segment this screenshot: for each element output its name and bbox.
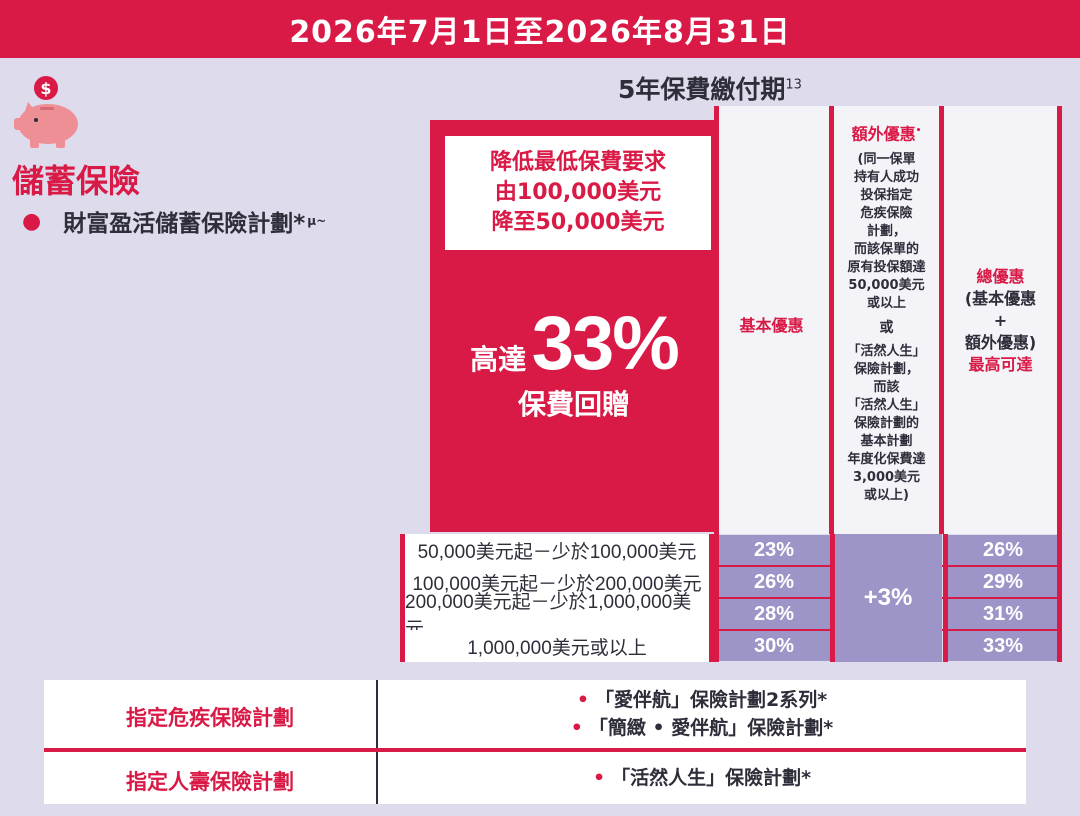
premium-range: 50,000美元起－少於100,000美元 [400,534,714,566]
table-row: 1,000,000美元或以上 30% 33% [400,630,1062,662]
category-title: 儲蓄保險 [12,162,141,200]
big-sub: 保費回贈 [517,388,630,421]
condition-line: 而該保單的 [853,242,919,258]
condition-line: 投保指定 [860,188,913,204]
column-border [830,534,835,662]
column-extra [834,106,944,534]
bullet-icon: ● [22,208,42,234]
extra-title: 額外優惠• [851,124,922,144]
plan-marks: µ~ [307,214,327,228]
basic-header: 基本優惠 [739,316,804,335]
total-rate: 29% [948,567,1058,597]
big-rebate: 高達 33% 保費回贈 [430,300,718,423]
designated-plans-table: 指定危疾保險計劃 • 「愛伴航」保險計劃2系列* • 「簡緻 • 愛伴航」保險計劃*… [44,680,1026,804]
basic-rate: 23% [718,535,830,565]
condition-line: 持有人成功 [853,170,919,186]
condition-line: 或以上 [866,296,906,312]
headline-line3: 降至50,000美元 [491,210,665,235]
condition-line: 「活然人生」 [847,344,926,360]
total-rate: 26% [948,535,1058,565]
basic-rate: 26% [718,567,830,597]
total-rate: 31% [948,599,1058,629]
table-row: 200,000美元起－少於1,000,000美元 28% 31% [400,592,1062,640]
svg-text:$: $ [40,79,51,98]
extra-cond-b: 「活然人生」 保險計劃， 而該 「活然人生」 保險計劃的 基本計劃 年度化保費達 3,000美… [834,343,939,505]
basic-rate: 30% [718,631,830,661]
extra-rate: +3% [834,534,942,662]
total-title: 總優惠 [976,267,1025,286]
column-border [943,534,948,662]
total-rate: 33% [948,631,1058,661]
list-item: • 「愛伴航」保險計劃2系列* [576,689,828,711]
extra-or: 或 [879,320,894,337]
condition-line: 年度化保費達 [847,452,926,468]
date-banner: 2026年7月1日至2026年8月31日 [0,0,1080,58]
premium-range: 100,000美元起－少於200,000美元 [400,566,714,598]
period-note: 13 [785,77,802,93]
condition-line: (同一保單 [857,152,916,168]
headline-line2: 由100,000美元 [494,180,662,205]
life-plan-items: • 「活然人生」保險計劃* [378,764,1026,792]
big-percent: 33% [531,301,680,386]
date-range: 2026年7月1日至2026年8月31日 [289,15,791,50]
plans-divider-v [376,680,378,804]
total-l3: 額外優惠) [964,333,1037,352]
table-row: 50,000美元起－少於100,000美元 23% 26% [400,534,1062,566]
payment-period: 5年保費繳付期13 [618,70,802,106]
column-total [944,106,1062,534]
headline-box: 降低最低保費要求 由100,000美元 降至50,000美元 [442,133,714,253]
big-prefix: 高達 [470,343,527,376]
life-plan-label: 指定人壽保險計劃 [126,770,294,794]
table-row: 100,000美元起－少於200,000美元 26% 29% [400,566,1062,598]
list-item: • 「活然人生」保險計劃* [592,767,812,789]
column-border [1057,534,1062,662]
ci-plan-items: • 「愛伴航」保險計劃2系列* • 「簡緻 • 愛伴航」保險計劃* [378,686,1026,742]
extra-cond-a: (同一保單持有人成功投保指定危疾保險計劃， 而該保單的原有投保額達 50,000美元… [834,151,939,313]
ci-plan-label: 指定危疾保險計劃 [126,706,294,730]
condition-line: 基本計劃 [860,434,913,450]
total-l1: (基本優惠 [964,289,1037,308]
piggy-bank-icon: $ [14,76,78,148]
condition-line: 計劃， [866,224,906,240]
basic-rate: 28% [718,599,830,629]
headline-line1: 降低最低保費要求 [489,150,666,175]
condition-line: 而該 [873,380,900,396]
plans-divider-h [44,748,1026,752]
premium-range: 1,000,000美元或以上 [400,630,714,662]
condition-line: 或以上) [864,488,909,504]
column-basic [714,106,834,534]
condition-line: 保險計劃的 [853,416,919,432]
column-border [714,534,719,662]
extra-header: 額外優惠• (同一保單持有人成功投保指定危疾保險計劃， 而該保單的原有投保額達 50… [834,122,939,505]
plan-name: 財富盈活儲蓄保險計劃* [63,211,306,237]
condition-line: 3,000美元 [852,470,921,486]
period-label: 5年保費繳付期 [618,75,786,104]
premium-range: 200,000美元起－少於1,000,000美元 [400,592,714,640]
total-header: 總優惠 (基本優惠 + 額外優惠) 最高可達 [944,266,1057,376]
condition-line: 「活然人生」 [847,398,926,414]
plan-list-item: ● 財富盈活儲蓄保險計劃* µ~ [22,204,326,238]
condition-line: 危疾保險 [860,206,913,222]
list-item: • 「簡緻 • 愛伴航」保險計劃* [570,717,834,739]
condition-line: 50,000美元 [848,278,925,294]
condition-line: 保險計劃， [853,362,919,378]
condition-line: 原有投保額達 [847,260,926,276]
total-l4: 最高可達 [968,355,1033,374]
total-l2: + [993,311,1008,330]
